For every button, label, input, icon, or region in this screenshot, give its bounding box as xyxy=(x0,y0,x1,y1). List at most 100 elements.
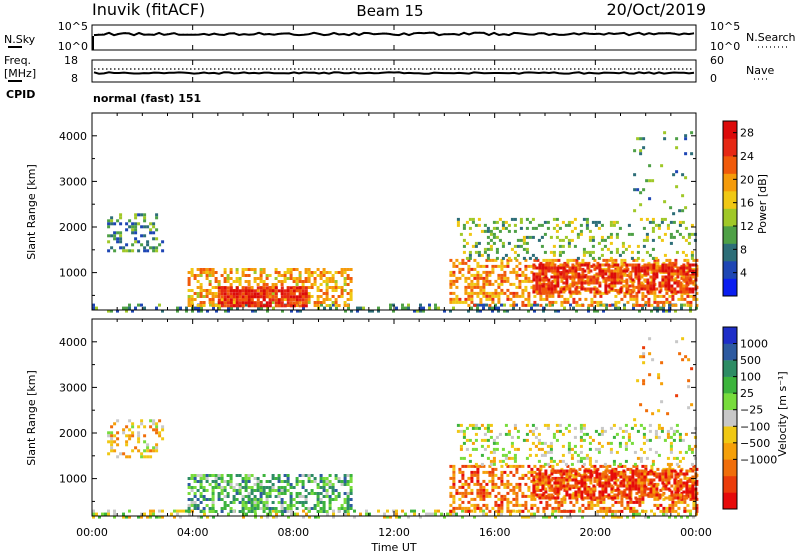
heatmap-cell xyxy=(553,496,557,500)
heatmap-cell xyxy=(681,456,685,460)
heatmap-cell xyxy=(607,290,611,294)
heatmap-cell xyxy=(570,447,574,451)
heatmap-cell xyxy=(229,295,233,299)
heatmap-cell xyxy=(643,284,647,288)
heatmap-cell xyxy=(313,283,317,286)
heatmap-cell xyxy=(629,506,633,510)
heatmap-cell xyxy=(461,485,465,489)
heatmap-cell xyxy=(521,515,524,519)
heatmap-cell xyxy=(670,269,674,273)
heatmap-cell xyxy=(407,303,410,307)
heatmap-cell xyxy=(286,268,290,271)
heatmap-cell xyxy=(688,469,692,473)
heatmap-cell xyxy=(187,289,191,292)
heatmap-cell xyxy=(322,292,326,295)
heatmap-cell xyxy=(599,506,603,510)
heatmap-cell xyxy=(667,469,671,473)
heatmap-cell xyxy=(595,266,599,270)
heatmap-cell xyxy=(395,509,398,513)
heatmap-cell xyxy=(543,453,547,457)
heatmap-cell xyxy=(561,220,565,224)
heatmap-cell xyxy=(119,237,123,241)
heatmap-cell xyxy=(536,303,539,307)
heatmap-cell xyxy=(266,512,269,516)
heatmap-cell xyxy=(482,288,486,292)
heatmap-cell xyxy=(459,456,463,460)
heatmap-cell xyxy=(259,274,263,277)
heatmap-cell xyxy=(509,282,513,286)
heatmap-cell xyxy=(555,462,559,466)
heatmap-cell xyxy=(491,297,495,301)
heatmap-cell xyxy=(161,240,165,244)
heatmap-cell xyxy=(497,309,500,313)
heatmap-cell xyxy=(196,489,200,492)
heatmap-cell xyxy=(563,500,567,504)
heatmap-cell xyxy=(524,273,528,277)
heatmap-cell xyxy=(639,456,643,460)
heatmap-cell xyxy=(624,459,628,463)
heatmap-cell xyxy=(286,489,290,492)
heatmap-cell xyxy=(686,300,690,304)
heatmap-cell xyxy=(658,269,662,273)
heatmap-cell xyxy=(585,217,589,221)
heatmap-cell xyxy=(152,449,156,453)
heatmap-cell xyxy=(635,285,639,289)
heatmap-cell xyxy=(283,292,287,296)
heatmap-cell xyxy=(131,422,135,426)
heatmap-cell xyxy=(620,497,624,501)
heatmap-cell xyxy=(462,429,466,433)
heatmap-cell xyxy=(649,472,653,476)
heatmap-cell xyxy=(158,515,161,519)
heatmap-cell xyxy=(500,276,504,280)
heatmap-cell xyxy=(599,509,603,513)
heatmap-cell xyxy=(274,495,278,498)
heatmap-cell xyxy=(516,238,520,242)
heatmap-cell xyxy=(238,298,242,302)
heatmap-cell xyxy=(651,226,655,230)
heatmap-cell xyxy=(632,306,635,310)
heatmap-cell xyxy=(668,294,672,298)
heatmap-cell xyxy=(485,291,489,295)
heatmap-cell xyxy=(611,515,614,519)
heatmap-cell xyxy=(611,512,614,516)
heatmap-cell xyxy=(555,429,559,433)
heatmap-cell xyxy=(349,292,353,295)
heatmap-cell xyxy=(223,495,227,498)
heatmap-cell xyxy=(521,509,525,513)
heatmap-cell xyxy=(630,256,634,260)
heatmap-cell xyxy=(229,283,233,286)
heatmap-cell xyxy=(343,492,347,495)
heatmap-cell xyxy=(652,272,656,276)
heatmap-cell xyxy=(565,487,569,491)
heatmap-cell xyxy=(331,277,335,280)
heatmap-cell xyxy=(634,266,638,270)
heatmap-cell xyxy=(646,269,650,273)
heatmap-cell xyxy=(458,479,462,483)
heatmap-cell xyxy=(586,475,590,479)
heatmap-cell xyxy=(492,438,496,442)
heatmap-cell xyxy=(672,432,676,436)
heatmap-cell xyxy=(241,271,245,274)
heatmap-cell xyxy=(644,303,647,307)
heatmap-cell xyxy=(613,475,617,479)
heatmap-cell xyxy=(690,253,694,257)
heatmap-cell xyxy=(332,515,335,519)
heatmap-cell xyxy=(681,173,685,177)
heatmap-cell xyxy=(643,287,647,291)
heatmap-cell xyxy=(620,264,624,268)
colorbar-swatch xyxy=(723,409,737,427)
heatmap-cell xyxy=(256,301,260,305)
heatmap-cell xyxy=(259,486,263,489)
heatmap-cell xyxy=(476,476,480,480)
heatmap-cell xyxy=(615,247,619,251)
heatmap-cell xyxy=(488,270,492,274)
heatmap-cell xyxy=(259,501,263,504)
heatmap-cell xyxy=(516,429,520,433)
heatmap-cell xyxy=(682,481,686,485)
heatmap-cell xyxy=(328,480,332,483)
heatmap-cell xyxy=(655,475,659,479)
heatmap-cell xyxy=(467,309,470,313)
heatmap-cell xyxy=(573,217,577,221)
heatmap-cell xyxy=(507,256,511,260)
heatmap-cell xyxy=(485,491,489,495)
